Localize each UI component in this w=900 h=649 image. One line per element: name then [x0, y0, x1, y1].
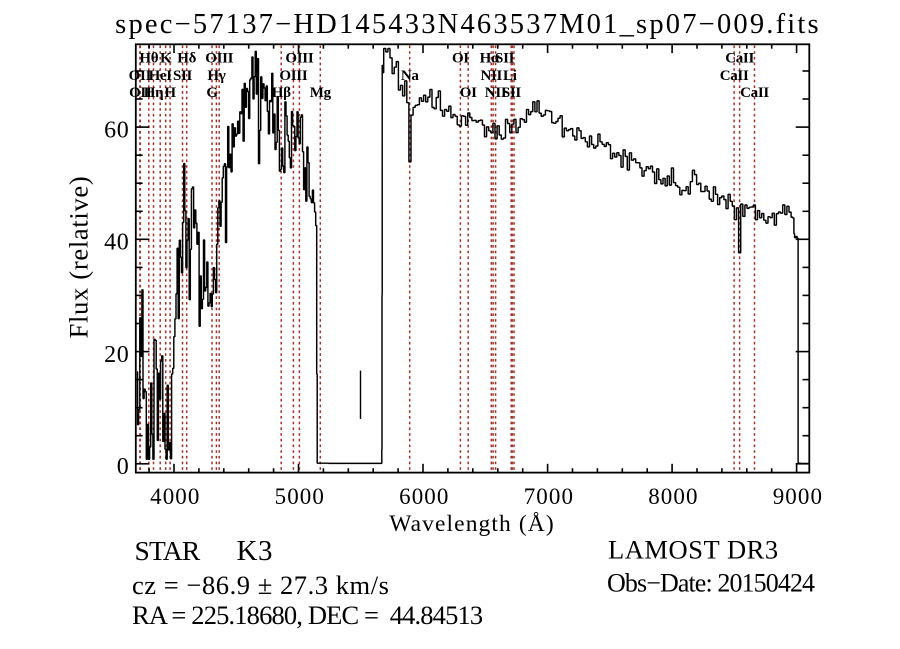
svg-text:Hθ: Hθ: [139, 51, 158, 67]
svg-text:Na: Na: [401, 68, 420, 84]
svg-text:HeI: HeI: [149, 68, 173, 84]
svg-text:60: 60: [104, 117, 129, 143]
svg-text:SII: SII: [502, 85, 522, 101]
svg-text:OIII: OIII: [205, 51, 233, 67]
svg-text:Li: Li: [503, 68, 517, 84]
svg-text:OII: OII: [129, 68, 152, 84]
svg-text:spec−57137−HD145433N463537M01_: spec−57137−HD145433N463537M01_sp07−009.f…: [115, 9, 821, 40]
svg-text:Hη: Hη: [144, 85, 164, 101]
svg-text:OIII: OIII: [285, 51, 313, 67]
svg-text:9000: 9000: [773, 484, 823, 509]
svg-text:7000: 7000: [524, 484, 574, 509]
svg-text:CaII: CaII: [740, 85, 769, 101]
svg-text:NII: NII: [480, 68, 502, 84]
svg-text:SII: SII: [173, 68, 193, 84]
svg-text:K: K: [160, 51, 172, 67]
svg-text:8000: 8000: [648, 484, 698, 509]
svg-text:CaII: CaII: [720, 68, 749, 84]
svg-text:Wavelength (Å): Wavelength (Å): [389, 511, 555, 537]
svg-text:4000: 4000: [150, 484, 200, 509]
svg-text:Obs−Date: 20150424: Obs−Date: 20150424: [607, 569, 815, 598]
svg-text:0: 0: [117, 454, 130, 480]
svg-text:Hδ: Hδ: [177, 51, 196, 67]
svg-text:OII: OII: [129, 85, 152, 101]
svg-text:OI: OI: [452, 51, 469, 67]
svg-text:LAMOST DR3: LAMOST DR3: [608, 535, 779, 565]
svg-text:Hα: Hα: [480, 51, 500, 67]
svg-text:NII: NII: [485, 85, 507, 101]
svg-text:6000: 6000: [399, 484, 449, 509]
svg-text:Mg: Mg: [310, 85, 332, 101]
svg-text:20: 20: [104, 342, 129, 368]
svg-text:40: 40: [104, 230, 129, 256]
svg-text:5000: 5000: [275, 484, 325, 509]
svg-text:RA = 225.18680, DEC = 44.8451: RA = 225.18680, DEC = 44.84513: [132, 600, 483, 630]
svg-text:SII: SII: [495, 51, 515, 67]
svg-text:Flux (relative): Flux (relative): [64, 176, 94, 339]
svg-text:Hβ: Hβ: [272, 85, 291, 101]
svg-text:H: H: [164, 85, 176, 101]
svg-text:OI: OI: [460, 85, 477, 101]
svg-text:cz = −86.9 ± 27.3 km/s: cz = −86.9 ± 27.3 km/s: [132, 570, 389, 600]
svg-text:STAR: STAR: [135, 535, 201, 566]
svg-text:OIII: OIII: [279, 68, 307, 84]
svg-text:CaII: CaII: [725, 51, 754, 67]
svg-text:Hγ: Hγ: [207, 68, 225, 84]
svg-text:G: G: [206, 85, 218, 101]
svg-text:K3: K3: [237, 535, 273, 567]
